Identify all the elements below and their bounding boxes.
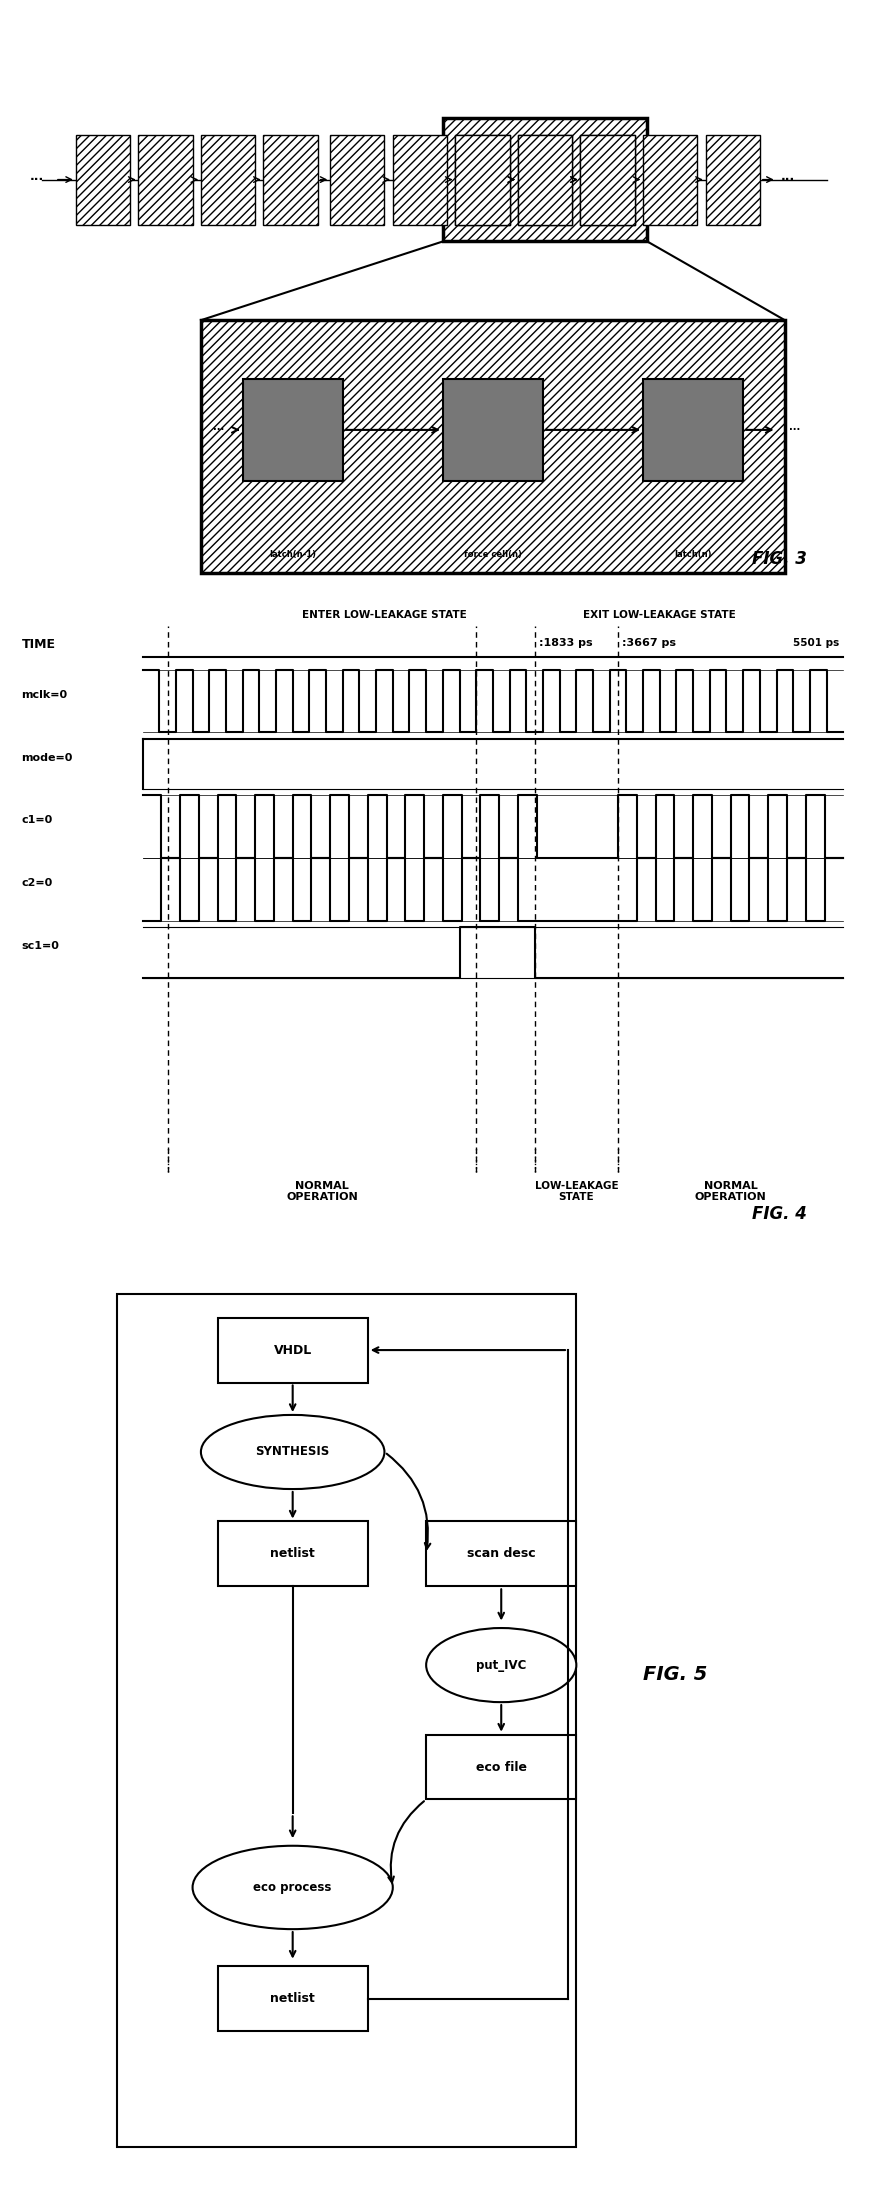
- Bar: [76, 135, 130, 225]
- Text: LOW-LEAKAGE
STATE: LOW-LEAKAGE STATE: [534, 1180, 618, 1202]
- Text: NORMAL
OPERATION: NORMAL OPERATION: [695, 1180, 766, 1202]
- Bar: [393, 135, 447, 225]
- Bar: [643, 379, 743, 481]
- Text: netlist: netlist: [270, 1992, 315, 2005]
- Bar: [443, 379, 543, 481]
- Ellipse shape: [193, 1846, 393, 1928]
- Bar: [201, 320, 785, 574]
- Text: NORMAL
OPERATION: NORMAL OPERATION: [286, 1180, 358, 1202]
- Text: mclk=0: mclk=0: [22, 690, 68, 699]
- Bar: [706, 135, 760, 225]
- Bar: [518, 135, 572, 225]
- Bar: [643, 135, 697, 225]
- Bar: [455, 135, 509, 225]
- Text: latch(n): latch(n): [674, 549, 712, 560]
- Bar: [426, 1522, 576, 1586]
- Text: ...: ...: [780, 170, 795, 183]
- Text: ...: ...: [30, 170, 44, 183]
- Bar: [426, 1734, 576, 1800]
- Text: EXIT LOW-LEAKAGE STATE: EXIT LOW-LEAKAGE STATE: [583, 609, 736, 620]
- Text: c2=0: c2=0: [22, 878, 53, 889]
- Text: 5501 ps: 5501 ps: [793, 638, 839, 649]
- Bar: [217, 1966, 368, 2032]
- Text: FIG. 3: FIG. 3: [752, 549, 806, 567]
- Text: :1833 ps: :1833 ps: [539, 638, 593, 649]
- Text: scan desc: scan desc: [467, 1546, 535, 1560]
- Bar: [330, 135, 384, 225]
- Text: force cell(n): force cell(n): [464, 549, 521, 560]
- Bar: [201, 135, 255, 225]
- Text: :3667 ps: :3667 ps: [622, 638, 676, 649]
- Bar: [518, 135, 572, 225]
- Bar: [580, 135, 634, 225]
- Text: mode=0: mode=0: [22, 752, 73, 763]
- Bar: [580, 135, 634, 225]
- Text: TIME: TIME: [22, 638, 56, 651]
- Ellipse shape: [201, 1414, 384, 1489]
- Bar: [242, 379, 342, 481]
- Text: FIG. 4: FIG. 4: [752, 1204, 806, 1222]
- Text: latch(n-1): latch(n-1): [269, 549, 316, 560]
- Bar: [263, 135, 318, 225]
- Text: eco process: eco process: [254, 1882, 332, 1895]
- Bar: [443, 117, 647, 240]
- Text: VHDL: VHDL: [274, 1343, 312, 1357]
- Text: put_IVC: put_IVC: [476, 1659, 527, 1672]
- Text: eco file: eco file: [475, 1760, 527, 1774]
- Ellipse shape: [426, 1628, 576, 1703]
- Text: ...: ...: [789, 421, 800, 432]
- Bar: [138, 135, 193, 225]
- Bar: [117, 1295, 576, 2146]
- Text: ENTER LOW-LEAKAGE STATE: ENTER LOW-LEAKAGE STATE: [302, 609, 467, 620]
- Bar: [455, 135, 509, 225]
- Text: FIG. 5: FIG. 5: [643, 1666, 707, 1683]
- Text: c1=0: c1=0: [22, 816, 53, 825]
- Text: sc1=0: sc1=0: [22, 942, 59, 951]
- Text: netlist: netlist: [270, 1546, 315, 1560]
- Text: ...: ...: [214, 421, 225, 432]
- Text: SYNTHESIS: SYNTHESIS: [255, 1445, 330, 1458]
- Bar: [217, 1522, 368, 1586]
- Bar: [217, 1317, 368, 1383]
